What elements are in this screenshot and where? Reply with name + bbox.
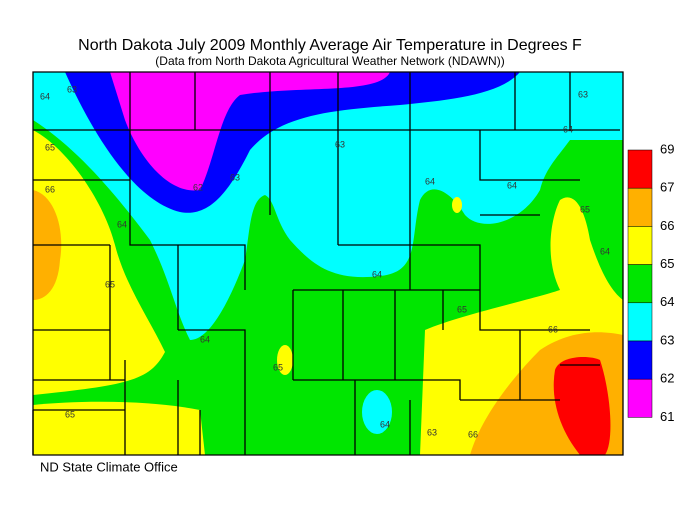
subtitle: (Data from North Dakota Agricultural Wea… <box>155 54 504 68</box>
legend-swatch <box>627 378 653 418</box>
contour-label: 64 <box>380 419 390 429</box>
legend-label: 63 <box>660 332 674 347</box>
contour-label: 64 <box>200 334 210 344</box>
contour-label: 65 <box>105 279 115 289</box>
legend: 69 67 66 65 64 63 62 61 <box>627 141 674 424</box>
contour-label: 64 <box>600 246 610 256</box>
zone-65-66 <box>277 345 293 375</box>
temperature-map: 63 64 65 66 64 65 64 65 63 62 63 64 64 64 65 66 65 64 63 66… <box>32 71 624 456</box>
legend-swatch <box>627 302 653 342</box>
contour-labels: 63 64 65 66 64 65 64 65 63 62 63 64 64 64 65 66 65 64 63 66… <box>40 84 610 439</box>
zone-65-66 <box>33 130 165 395</box>
contour-label: 63 <box>230 172 240 182</box>
legend-label: 62 <box>660 371 674 386</box>
zone-67-69 <box>553 357 611 455</box>
legend-label: 65 <box>660 256 674 271</box>
legend-label: 69 <box>660 141 674 156</box>
legend-swatch <box>627 264 653 304</box>
contour-label: 64 <box>40 91 50 101</box>
contour-label: 65 <box>273 362 283 372</box>
legend-swatch <box>627 226 653 265</box>
contour-label: 65 <box>65 409 75 419</box>
legend-swatch <box>627 149 653 189</box>
contour-label: 64 <box>563 124 573 134</box>
zone-65-66 <box>33 401 205 455</box>
zone-63-64 <box>362 390 392 434</box>
legend-swatch <box>627 340 653 380</box>
contour-label: 63 <box>427 427 437 437</box>
contour-label: 65 <box>580 204 590 214</box>
contour-label: 64 <box>507 180 517 190</box>
contour-label: 63 <box>67 84 77 94</box>
contour-label: 66 <box>45 184 55 194</box>
county-lines <box>32 71 624 456</box>
legend-label: 61 <box>660 409 674 424</box>
contour-label: 64 <box>425 176 435 186</box>
contour-label: 63 <box>578 89 588 99</box>
title: North Dakota July 2009 Monthly Average A… <box>78 37 582 54</box>
contour-label: 63 <box>335 139 345 149</box>
contour-label: 64 <box>117 219 127 229</box>
contour-label: 66 <box>548 324 558 334</box>
legend-swatch <box>627 187 653 227</box>
contour-label: 65 <box>45 142 55 152</box>
legend-label: 67 <box>660 180 674 195</box>
zone-61-62 <box>110 72 390 191</box>
contour-label: 62 <box>193 182 203 192</box>
contour-label: 66 <box>468 429 478 439</box>
zone-65-66 <box>452 197 462 213</box>
contour-label: 64 <box>372 269 382 279</box>
contour-label: 65 <box>457 304 467 314</box>
legend-label: 64 <box>660 294 674 309</box>
credit: ND State Climate Office <box>40 459 178 474</box>
legend-label: 66 <box>660 218 674 233</box>
